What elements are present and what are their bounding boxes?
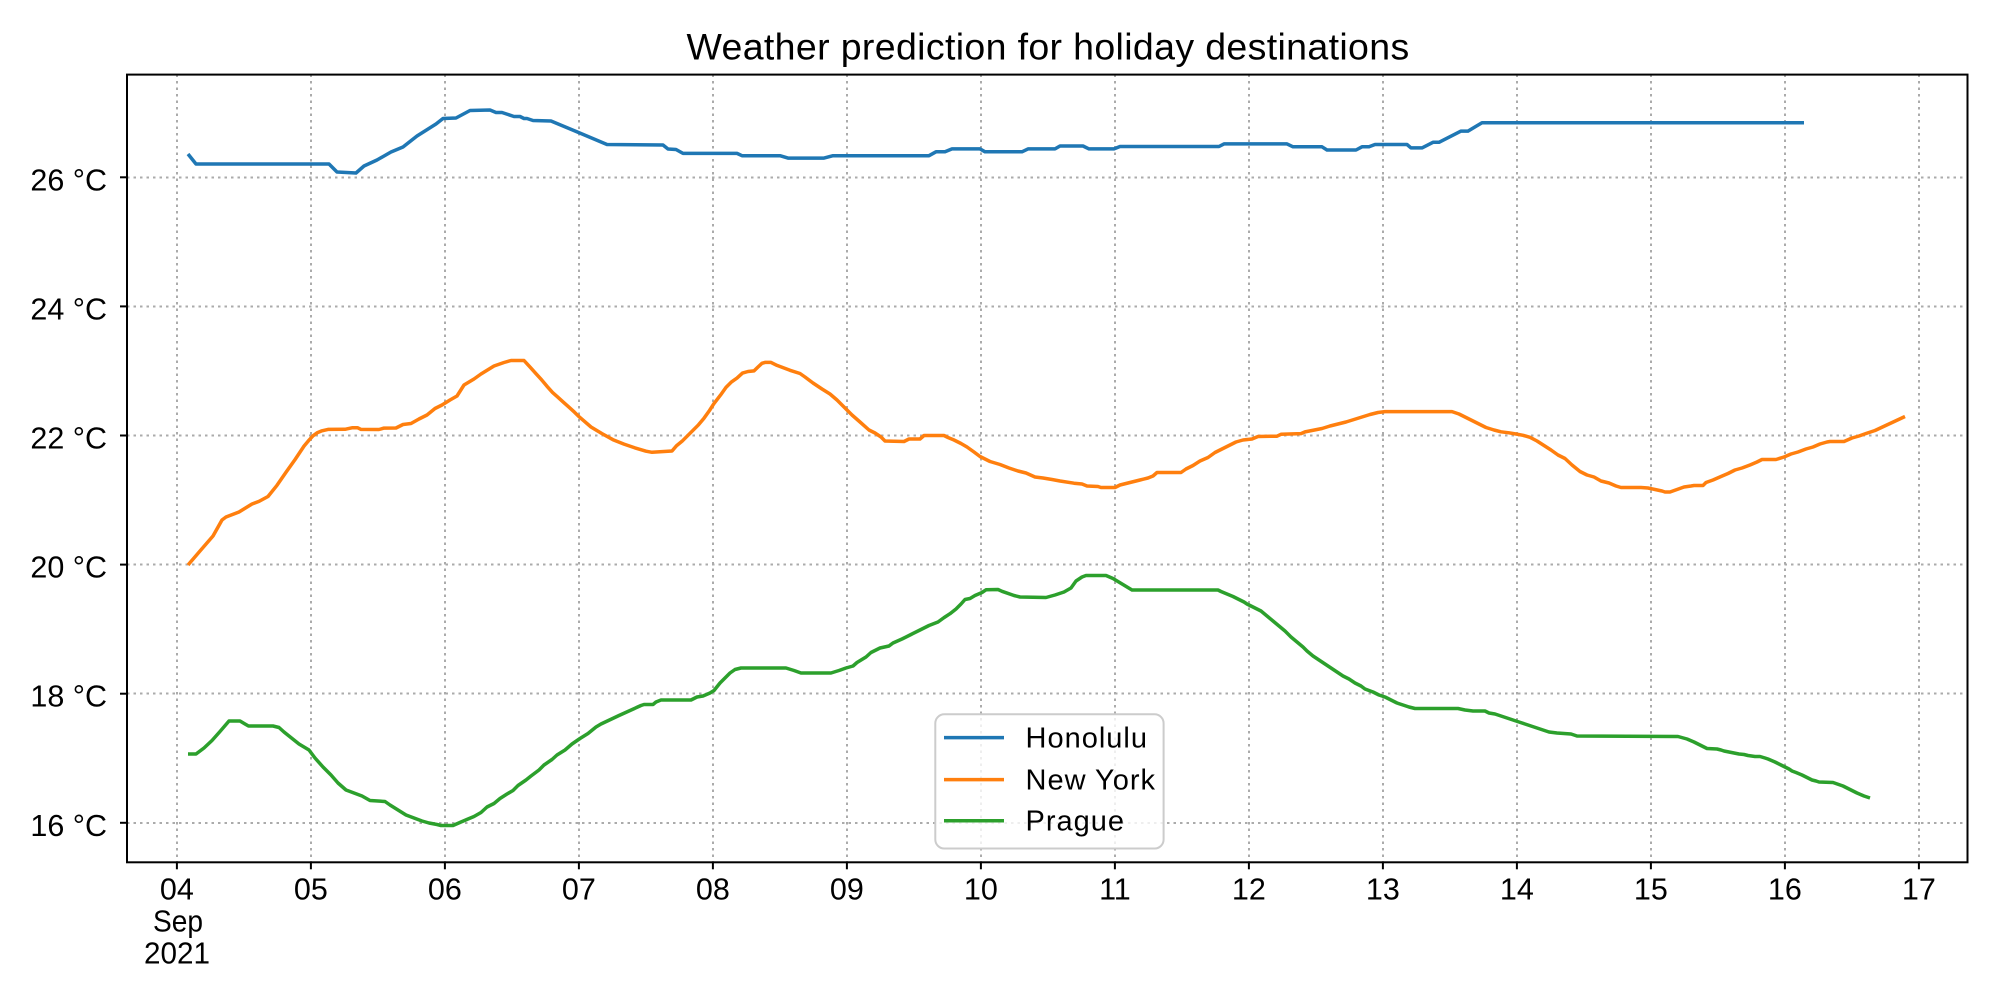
svg-text:04: 04 (160, 873, 194, 907)
svg-text:26 °C: 26 °C (30, 163, 107, 197)
svg-text:10: 10 (964, 873, 998, 907)
svg-text:11: 11 (1099, 873, 1131, 907)
svg-text:07: 07 (562, 873, 596, 907)
svg-text:2021: 2021 (144, 937, 210, 971)
svg-text:05: 05 (294, 873, 328, 907)
svg-text:Sep: Sep (153, 905, 203, 939)
svg-text:New York: New York (1026, 765, 1157, 797)
svg-text:06: 06 (428, 873, 462, 907)
svg-text:16 °C: 16 °C (30, 809, 107, 843)
svg-text:13: 13 (1366, 873, 1400, 907)
svg-text:Honolulu: Honolulu (1026, 723, 1148, 755)
svg-text:12: 12 (1232, 873, 1266, 907)
svg-text:08: 08 (696, 873, 730, 907)
svg-text:18 °C: 18 °C (30, 680, 107, 714)
svg-text:20 °C: 20 °C (30, 551, 107, 585)
svg-text:24 °C: 24 °C (30, 292, 107, 326)
svg-text:Prague: Prague (1026, 806, 1126, 838)
svg-text:16: 16 (1768, 873, 1802, 907)
svg-text:Weather prediction for holiday: Weather prediction for holiday destinati… (686, 26, 1409, 68)
svg-text:22 °C: 22 °C (30, 422, 107, 456)
svg-text:15: 15 (1634, 873, 1668, 907)
svg-text:14: 14 (1500, 873, 1534, 907)
svg-text:09: 09 (830, 873, 864, 907)
svg-text:17: 17 (1902, 873, 1936, 907)
